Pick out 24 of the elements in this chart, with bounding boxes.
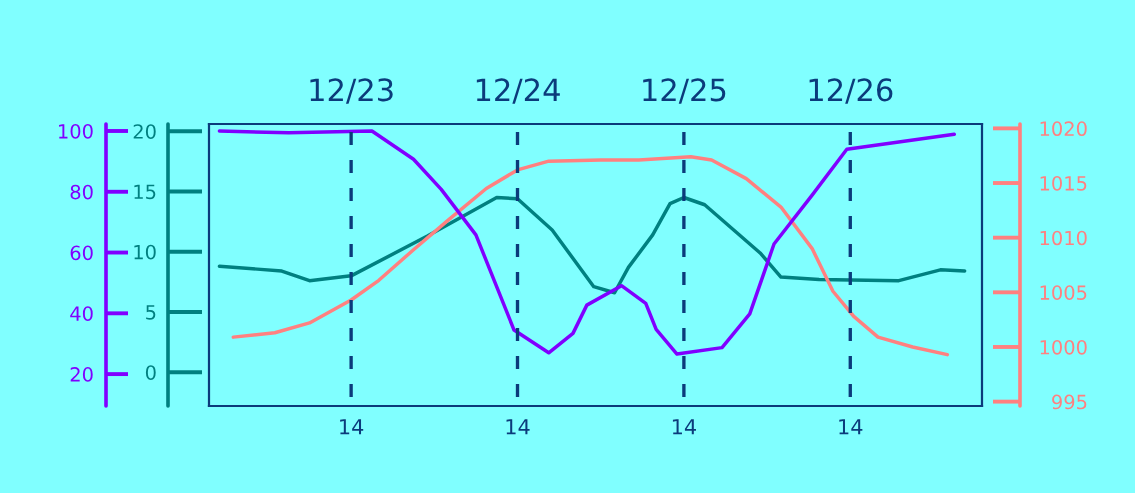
y2-tick-label: 1005: [1040, 285, 1087, 300]
y-tick-label: 15: [134, 184, 156, 200]
y2-tick-label: 1020: [1040, 121, 1087, 137]
y-tick-label: 10: [134, 244, 156, 260]
y3-tick-label: 20: [70, 367, 93, 382]
y3-tick-label: 100: [59, 123, 93, 139]
y2-tick-label: 1015: [1040, 175, 1087, 191]
y-tick-label: 20: [133, 124, 156, 139]
y3-tick-label: 80: [70, 184, 93, 200]
y-tick-label: 0: [145, 365, 156, 380]
y3-tick-label: 60: [70, 245, 93, 261]
y-tick-label: 5: [146, 305, 156, 320]
x2-tick-label: 12/26: [809, 78, 893, 104]
y3-tick-label: 40: [70, 306, 93, 321]
x2-tick-label: 12/24: [476, 78, 560, 104]
x-tick-label: 14: [506, 419, 530, 435]
x-tick-label: 14: [672, 419, 696, 435]
x-tick-label: 14: [839, 419, 863, 435]
y2-tick-label: 1010: [1040, 230, 1087, 246]
y2-tick-label: 1000: [1040, 339, 1087, 355]
x-tick-label: 14: [340, 419, 364, 435]
x2-tick-label: 12/23: [310, 78, 393, 104]
x2-tick-label: 12/25: [643, 78, 726, 104]
y2-tick-label: 995: [1052, 394, 1087, 410]
